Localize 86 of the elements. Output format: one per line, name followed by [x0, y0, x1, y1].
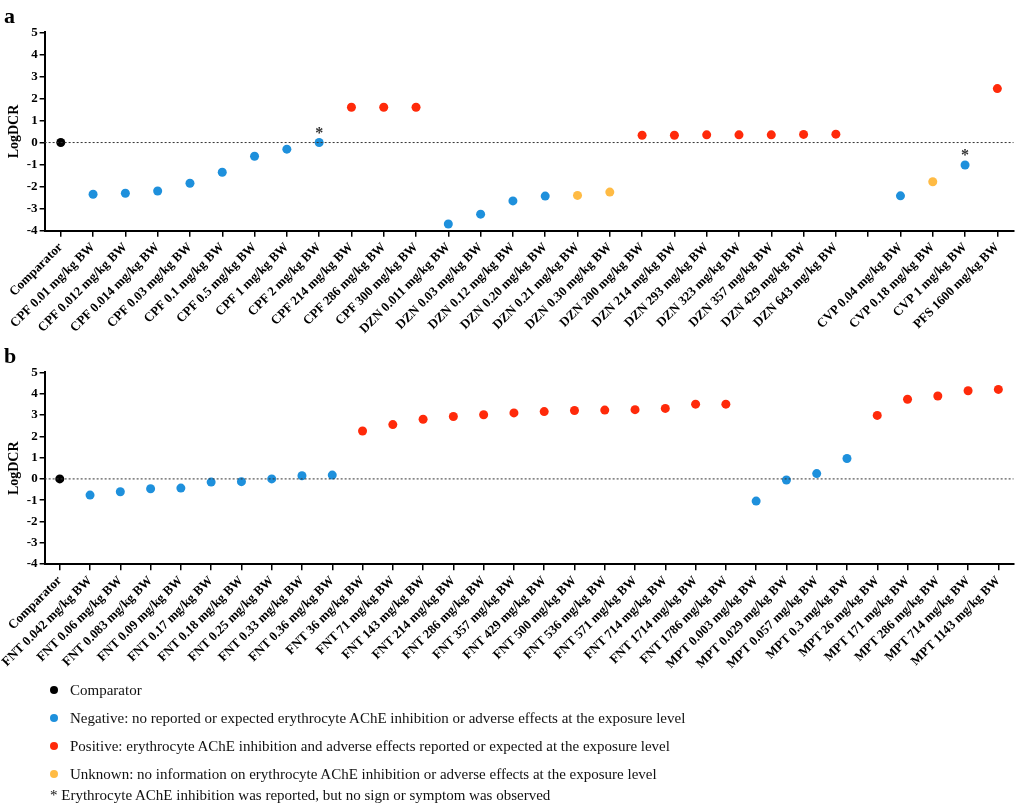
point — [963, 386, 973, 396]
annotation: * — [961, 146, 970, 164]
point — [660, 403, 670, 413]
point — [637, 130, 647, 140]
y-tick-label: 2 — [31, 427, 38, 443]
y-tick-label: 1 — [31, 448, 38, 464]
point — [928, 177, 938, 187]
point — [600, 405, 610, 415]
point — [691, 399, 701, 409]
y-tick-label: 0 — [31, 470, 38, 486]
y-tick-label: 0 — [31, 133, 38, 149]
y-tick-label: 3 — [31, 406, 39, 422]
point — [250, 151, 260, 161]
y-tick-label: 2 — [31, 89, 38, 105]
y-tick-label: -2 — [26, 177, 38, 193]
point — [185, 178, 195, 188]
point — [872, 410, 882, 420]
point — [411, 102, 421, 112]
chart-title: b — [4, 342, 17, 368]
point — [539, 407, 549, 417]
legend-label: Comparator — [70, 681, 142, 699]
point — [573, 190, 583, 200]
legend-label: Unknown: no information on erythrocyte AChE inhibition or adverse effects at the exposure level — [70, 765, 657, 783]
point — [751, 496, 761, 506]
point — [388, 420, 398, 430]
y-tick-label: 5 — [31, 363, 39, 379]
point — [669, 130, 679, 140]
point — [933, 391, 943, 401]
point — [443, 219, 453, 229]
y-tick-label: 3 — [31, 67, 39, 83]
legend-label: Negative: no reported or expected erythrocyte AChE inhibition or adverse effects at the exposure level — [70, 709, 686, 727]
point — [799, 129, 809, 139]
point — [630, 405, 640, 415]
point — [146, 484, 156, 494]
point — [120, 188, 130, 198]
point — [217, 167, 227, 177]
y-tick-label: -1 — [26, 491, 38, 507]
point — [358, 426, 368, 436]
annotation: * — [315, 123, 324, 141]
point — [831, 129, 841, 139]
point — [115, 487, 125, 497]
point — [766, 130, 776, 140]
y-tick-label: 1 — [31, 111, 38, 127]
point — [509, 408, 519, 418]
point — [418, 414, 428, 424]
point — [812, 469, 822, 479]
point — [176, 483, 186, 493]
point — [56, 138, 66, 148]
y-axis-title: LogDCR — [6, 440, 22, 496]
point — [479, 410, 489, 420]
point — [346, 102, 356, 112]
point — [734, 130, 744, 140]
point — [153, 186, 163, 196]
chart-title: a — [4, 2, 15, 28]
point — [448, 412, 458, 421]
point — [476, 209, 486, 219]
point — [721, 399, 731, 409]
y-tick-label: -4 — [26, 222, 39, 238]
text: * Erythrocyte AChE inhibition was reported, but no sign or symptom was observed — [50, 787, 551, 804]
y-tick-label: -1 — [26, 155, 38, 171]
point — [605, 187, 615, 197]
y-tick-label: -3 — [26, 534, 39, 550]
y-tick-label: 5 — [31, 23, 39, 39]
point — [540, 191, 550, 201]
point — [508, 196, 518, 206]
legend-label: Positive: erythrocyte AChE inhibition and adverse effects reported or expected at the exposure level — [70, 737, 670, 755]
point — [903, 394, 913, 404]
point — [842, 453, 852, 463]
y-tick-label: -4 — [26, 555, 39, 571]
point — [88, 189, 98, 199]
point — [569, 406, 579, 416]
point — [895, 191, 905, 201]
point — [85, 490, 95, 500]
y-tick-label: -2 — [26, 512, 38, 528]
y-tick-label: 4 — [31, 45, 39, 61]
point — [314, 138, 324, 148]
point — [236, 477, 246, 487]
point — [992, 84, 1002, 94]
point — [379, 102, 389, 112]
y-tick-label: -3 — [26, 199, 39, 215]
point — [282, 144, 292, 154]
point — [960, 160, 970, 170]
point — [993, 384, 1003, 394]
y-axis-title: LogDCR — [6, 103, 22, 159]
y-tick-label: 4 — [31, 385, 39, 401]
point — [702, 130, 712, 140]
